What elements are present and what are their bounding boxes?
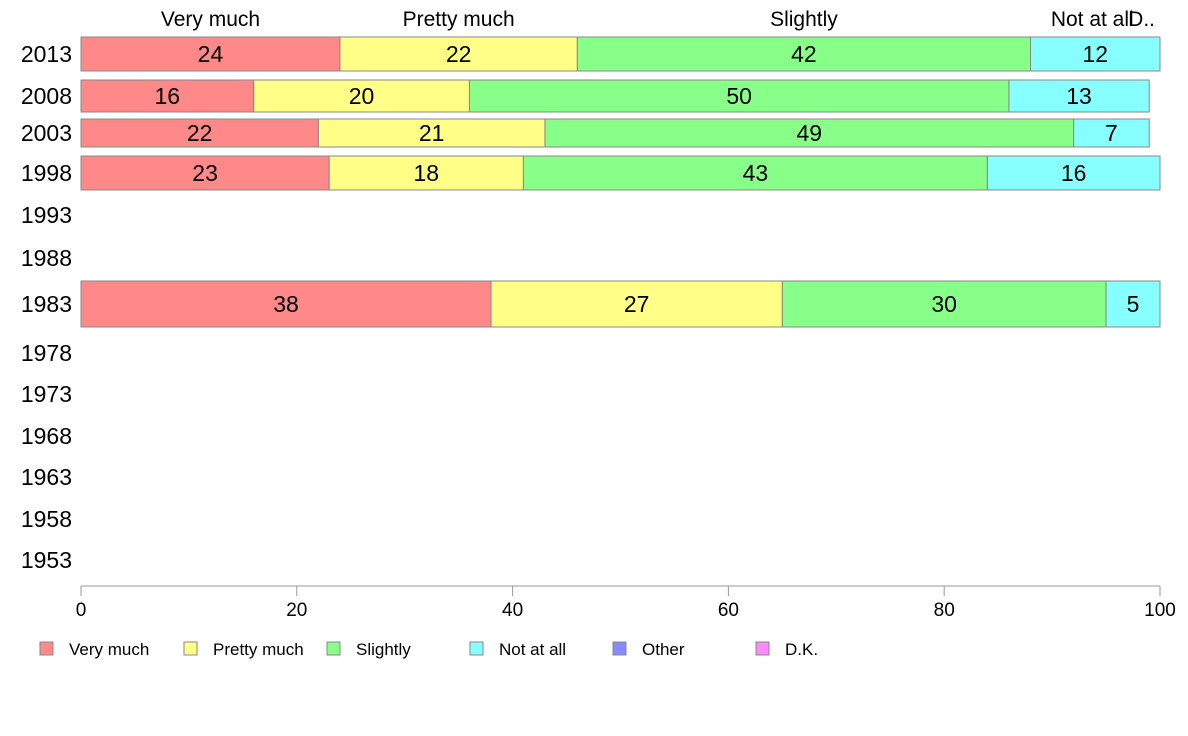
bar-label-pretty-much-1983: 27 bbox=[624, 291, 650, 317]
bar-not-at-all-2003 bbox=[1073, 118, 1150, 148]
year-label-1978: 1978 bbox=[21, 340, 72, 366]
bar-label-slightly-1998: 43 bbox=[743, 160, 769, 186]
bar-not-at-all-1983 bbox=[1105, 280, 1161, 328]
year-label-1998: 1998 bbox=[21, 160, 72, 186]
bar-label-pretty-much-2003: 21 bbox=[419, 120, 445, 146]
bar-label-very-much-1998: 23 bbox=[192, 160, 218, 186]
bar-label-very-much-2003: 22 bbox=[187, 120, 213, 146]
bar-label-very-much-1983: 38 bbox=[273, 291, 299, 317]
year-label-2013: 2013 bbox=[21, 41, 72, 67]
column-header-pretty-much: Pretty much bbox=[403, 8, 515, 31]
year-label-1983: 1983 bbox=[21, 291, 72, 317]
bar-very-much-1998 bbox=[80, 155, 330, 191]
bar-label-pretty-much-1998: 18 bbox=[413, 160, 439, 186]
column-header-d-k: D.. bbox=[1128, 8, 1155, 31]
legend-label-very-much: Very much bbox=[69, 640, 149, 659]
bar-label-very-much-2008: 16 bbox=[155, 83, 181, 109]
bar-label-not-at-all-1983: 5 bbox=[1127, 291, 1140, 317]
column-header-not-at-all: Not at all bbox=[1051, 8, 1134, 31]
bar-label-slightly-2008: 50 bbox=[726, 83, 752, 109]
x-tick-label-0: 0 bbox=[76, 600, 87, 621]
column-header-slightly: Slightly bbox=[770, 8, 838, 31]
bar-very-much-2003 bbox=[80, 118, 319, 148]
year-label-1968: 1968 bbox=[21, 423, 72, 449]
column-headers: Very much Pretty much Slightly Not at allD.… bbox=[161, 8, 1155, 31]
bar-slightly-1983 bbox=[781, 280, 1107, 328]
year-label-1993: 1993 bbox=[21, 202, 72, 228]
bar-pretty-much-1983 bbox=[490, 280, 783, 328]
x-tick-label-20: 20 bbox=[286, 600, 307, 621]
bar-not-at-all-1998 bbox=[986, 155, 1161, 191]
bar-not-at-all-2013 bbox=[1030, 36, 1161, 72]
year-label-2003: 2003 bbox=[21, 120, 72, 146]
bar-label-pretty-much-2013: 22 bbox=[446, 41, 472, 67]
legend-swatch-d-k bbox=[755, 641, 770, 656]
bar-rows: 2013 24 22 42 12 2008 16 20 50 13 2003 22 21 49 7 1998 2… bbox=[21, 36, 1161, 573]
bar-label-pretty-much-2008: 20 bbox=[349, 83, 375, 109]
legend-label-d-k: D.K. bbox=[785, 640, 818, 659]
bar-not-at-all-2008 bbox=[1008, 79, 1150, 113]
x-tick-label-40: 40 bbox=[502, 600, 523, 621]
bar-label-slightly-1983: 30 bbox=[931, 291, 957, 317]
legend-label-other: Other bbox=[642, 640, 685, 659]
bar-very-much-2013 bbox=[80, 36, 341, 72]
x-tick-label-100: 100 bbox=[1144, 600, 1176, 621]
bar-label-not-at-all-1998: 16 bbox=[1061, 160, 1087, 186]
bar-slightly-2008 bbox=[468, 79, 1010, 113]
bar-label-not-at-all-2008: 13 bbox=[1066, 83, 1092, 109]
bar-label-not-at-all-2003: 7 bbox=[1105, 120, 1118, 146]
legend-label-not-at-all: Not at all bbox=[499, 640, 566, 659]
legend-swatch-other bbox=[612, 641, 627, 656]
legend-swatch-slightly bbox=[326, 641, 341, 656]
bar-label-very-much-2013: 24 bbox=[198, 41, 224, 67]
x-tick-label-60: 60 bbox=[718, 600, 739, 621]
column-header-very-much: Very much bbox=[161, 8, 260, 31]
bar-very-much-1983 bbox=[80, 280, 492, 328]
bar-pretty-much-1998 bbox=[328, 155, 524, 191]
bar-very-much-2008 bbox=[80, 79, 255, 113]
bar-label-slightly-2013: 42 bbox=[791, 41, 817, 67]
legend-label-pretty-much: Pretty much bbox=[213, 640, 304, 659]
bar-pretty-much-2008 bbox=[253, 79, 470, 113]
legend: Very much Pretty much Slightly Not at all Ot… bbox=[39, 640, 818, 659]
legend-swatch-not-at-all bbox=[469, 641, 484, 656]
bar-label-slightly-2003: 49 bbox=[797, 120, 823, 146]
year-label-2008: 2008 bbox=[21, 83, 72, 109]
year-label-1973: 1973 bbox=[21, 381, 72, 407]
year-label-1988: 1988 bbox=[21, 245, 72, 271]
legend-swatch-pretty-much bbox=[183, 641, 198, 656]
year-label-1958: 1958 bbox=[21, 506, 72, 532]
legend-label-slightly: Slightly bbox=[356, 640, 411, 659]
x-tick-label-80: 80 bbox=[934, 600, 955, 621]
bar-label-not-at-all-2013: 12 bbox=[1082, 41, 1108, 67]
year-label-1953: 1953 bbox=[21, 547, 72, 573]
year-label-1963: 1963 bbox=[21, 464, 72, 490]
bar-pretty-much-2013 bbox=[339, 36, 578, 72]
bar-pretty-much-2003 bbox=[317, 118, 546, 148]
x-axis: 0 20 40 60 80 100 bbox=[76, 585, 1176, 621]
legend-swatch-very-much bbox=[39, 641, 54, 656]
bar-slightly-2013 bbox=[576, 36, 1032, 72]
